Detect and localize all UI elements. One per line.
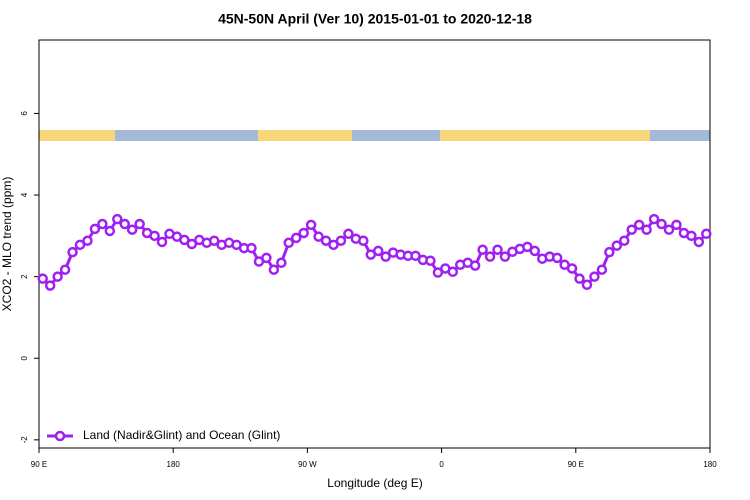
data-point xyxy=(380,251,391,262)
data-point xyxy=(663,224,675,235)
data-point xyxy=(37,273,48,284)
data-point xyxy=(499,251,511,262)
data-point xyxy=(59,264,71,275)
data-point xyxy=(74,239,86,251)
data-point xyxy=(67,246,78,258)
data-point xyxy=(298,227,309,239)
x-tick-label: 90 E xyxy=(31,460,47,469)
data-point xyxy=(89,223,101,235)
data-point xyxy=(551,252,563,264)
data-point xyxy=(522,241,533,253)
data-point xyxy=(469,260,481,271)
data-point xyxy=(313,231,324,242)
data-point xyxy=(290,232,302,244)
data-point xyxy=(97,218,108,230)
data-point xyxy=(52,271,63,282)
y-tick-label: -2 xyxy=(20,436,29,444)
data-point xyxy=(82,235,93,246)
data-point xyxy=(492,244,503,255)
data-point xyxy=(134,218,145,230)
x-tick-label: 180 xyxy=(167,460,181,469)
plot-frame xyxy=(38,39,711,449)
data-point xyxy=(104,225,116,237)
data-point xyxy=(574,273,585,284)
data-point xyxy=(425,255,436,266)
x-tick-label: 90 W xyxy=(298,460,317,469)
data-point xyxy=(589,271,600,282)
data-point xyxy=(641,224,652,235)
x-axis-label: Longitude (deg E) xyxy=(327,476,422,490)
ocean xyxy=(39,130,710,141)
data-point xyxy=(343,228,354,240)
data-point xyxy=(358,235,369,246)
data-point xyxy=(261,252,272,264)
data-point xyxy=(335,235,347,246)
data-point xyxy=(283,237,295,249)
data-point xyxy=(208,235,220,246)
x-tick-label: 180 xyxy=(703,460,717,469)
data-point xyxy=(626,224,637,235)
legend-label: Land (Nadir&Glint) and Ocean (Glint) xyxy=(83,428,280,442)
data-point xyxy=(149,230,160,242)
data-point xyxy=(320,235,332,246)
land xyxy=(39,130,115,141)
x-tick-label: 0 xyxy=(439,460,444,469)
data-point xyxy=(186,238,198,250)
data-point xyxy=(529,245,541,257)
chart-title: 45N-50N April (Ver 10) 2015-01-01 to 202… xyxy=(218,11,532,27)
land-ocean-strip xyxy=(39,130,710,141)
data-point xyxy=(44,280,56,291)
y-tick-label: 0 xyxy=(20,355,29,360)
data-point xyxy=(372,245,384,257)
data-point xyxy=(246,242,257,254)
data-point xyxy=(566,263,578,274)
data-point xyxy=(119,218,130,230)
data-point xyxy=(619,235,630,246)
data-point xyxy=(305,219,317,231)
data-point xyxy=(328,239,339,251)
data-point xyxy=(447,266,459,277)
data-point xyxy=(611,240,623,251)
legend-marker xyxy=(54,430,66,442)
y-tick-label: 2 xyxy=(20,274,29,279)
data-point xyxy=(112,213,123,225)
y-axis-label: XCO2 - MLO trend (ppm) xyxy=(0,177,14,312)
data-point xyxy=(156,236,168,248)
data-point xyxy=(126,224,138,235)
data-point xyxy=(596,264,608,275)
data-point xyxy=(410,250,421,262)
x-tick-label: 90 E xyxy=(568,460,584,469)
land xyxy=(258,130,352,141)
data-point xyxy=(604,246,615,258)
data-point xyxy=(432,267,444,278)
data-point xyxy=(276,257,287,269)
data-point xyxy=(179,234,190,246)
data-point xyxy=(633,219,645,231)
data-point xyxy=(268,264,280,275)
data-point xyxy=(656,218,667,230)
data-point xyxy=(686,230,697,242)
land xyxy=(440,130,650,141)
y-tick-label: 4 xyxy=(20,192,29,197)
data-point xyxy=(693,236,705,248)
data-point xyxy=(477,244,488,255)
y-tick-label: 6 xyxy=(20,111,29,116)
data-point xyxy=(648,213,660,225)
data-point xyxy=(671,219,682,231)
data-point xyxy=(581,279,593,291)
data-point xyxy=(701,228,712,240)
data-point xyxy=(484,251,496,262)
